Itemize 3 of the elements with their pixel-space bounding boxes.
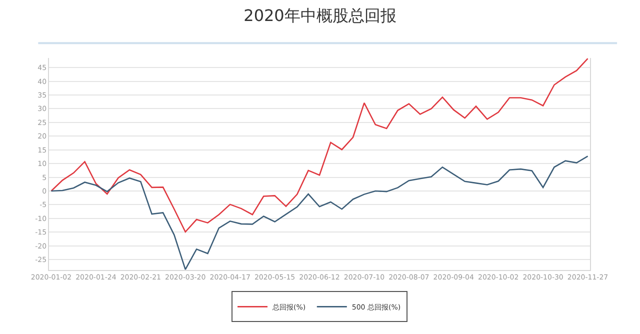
line-series: [50, 58, 588, 233]
line-series: [50, 156, 588, 270]
chart-title: 2020年中概股总回报: [244, 6, 396, 26]
